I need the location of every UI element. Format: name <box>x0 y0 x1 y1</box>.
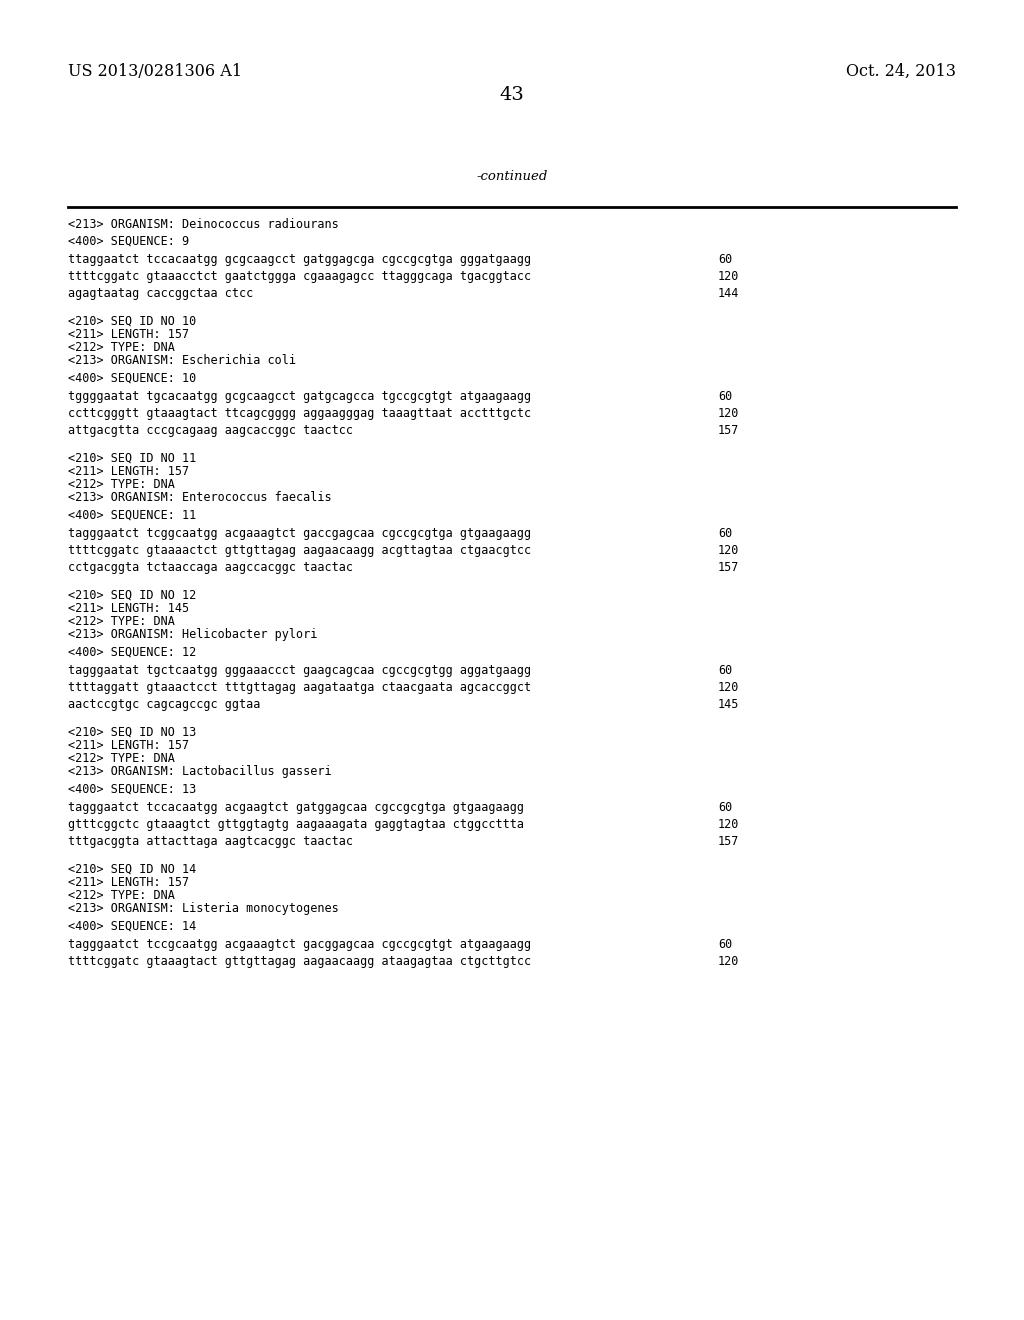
Text: <210> SEQ ID NO 12: <210> SEQ ID NO 12 <box>68 589 197 602</box>
Text: agagtaatag caccggctaa ctcc: agagtaatag caccggctaa ctcc <box>68 286 253 300</box>
Text: <211> LENGTH: 157: <211> LENGTH: 157 <box>68 327 189 341</box>
Text: 120: 120 <box>718 681 739 694</box>
Text: ccttcgggtt gtaaagtact ttcagcgggg aggaagggag taaagttaat acctttgctc: ccttcgggtt gtaaagtact ttcagcgggg aggaagg… <box>68 407 531 420</box>
Text: 157: 157 <box>718 424 739 437</box>
Text: <212> TYPE: DNA: <212> TYPE: DNA <box>68 888 175 902</box>
Text: 120: 120 <box>718 271 739 282</box>
Text: gtttcggctc gtaaagtct gttggtagtg aagaaagata gaggtagtaa ctggccttta: gtttcggctc gtaaagtct gttggtagtg aagaaaga… <box>68 818 524 832</box>
Text: tagggaatct tccgcaatgg acgaaagtct gacggagcaa cgccgcgtgt atgaagaagg: tagggaatct tccgcaatgg acgaaagtct gacggag… <box>68 939 531 950</box>
Text: <212> TYPE: DNA: <212> TYPE: DNA <box>68 752 175 766</box>
Text: <212> TYPE: DNA: <212> TYPE: DNA <box>68 478 175 491</box>
Text: <210> SEQ ID NO 13: <210> SEQ ID NO 13 <box>68 726 197 739</box>
Text: <400> SEQUENCE: 11: <400> SEQUENCE: 11 <box>68 510 197 521</box>
Text: ttttcggatc gtaaaactct gttgttagag aagaacaagg acgttagtaa ctgaacgtcc: ttttcggatc gtaaaactct gttgttagag aagaaca… <box>68 544 531 557</box>
Text: <213> ORGANISM: Enterococcus faecalis: <213> ORGANISM: Enterococcus faecalis <box>68 491 332 504</box>
Text: <213> ORGANISM: Escherichia coli: <213> ORGANISM: Escherichia coli <box>68 354 296 367</box>
Text: ttttcggatc gtaaagtact gttgttagag aagaacaagg ataagagtaa ctgcttgtcc: ttttcggatc gtaaagtact gttgttagag aagaaca… <box>68 954 531 968</box>
Text: <211> LENGTH: 157: <211> LENGTH: 157 <box>68 739 189 752</box>
Text: <212> TYPE: DNA: <212> TYPE: DNA <box>68 615 175 628</box>
Text: <400> SEQUENCE: 13: <400> SEQUENCE: 13 <box>68 783 197 796</box>
Text: <400> SEQUENCE: 12: <400> SEQUENCE: 12 <box>68 645 197 659</box>
Text: 60: 60 <box>718 253 732 267</box>
Text: 120: 120 <box>718 407 739 420</box>
Text: -continued: -continued <box>476 170 548 183</box>
Text: tagggaatct tcggcaatgg acgaaagtct gaccgagcaa cgccgcgtga gtgaagaagg: tagggaatct tcggcaatgg acgaaagtct gaccgag… <box>68 527 531 540</box>
Text: <210> SEQ ID NO 14: <210> SEQ ID NO 14 <box>68 863 197 876</box>
Text: 60: 60 <box>718 664 732 677</box>
Text: <211> LENGTH: 157: <211> LENGTH: 157 <box>68 465 189 478</box>
Text: 60: 60 <box>718 939 732 950</box>
Text: tggggaatat tgcacaatgg gcgcaagcct gatgcagcca tgccgcgtgt atgaagaagg: tggggaatat tgcacaatgg gcgcaagcct gatgcag… <box>68 389 531 403</box>
Text: US 2013/0281306 A1: US 2013/0281306 A1 <box>68 63 242 81</box>
Text: 60: 60 <box>718 801 732 814</box>
Text: <210> SEQ ID NO 11: <210> SEQ ID NO 11 <box>68 451 197 465</box>
Text: 145: 145 <box>718 698 739 711</box>
Text: attgacgtta cccgcagaag aagcaccggc taactcc: attgacgtta cccgcagaag aagcaccggc taactcc <box>68 424 353 437</box>
Text: tagggaatct tccacaatgg acgaagtct gatggagcaa cgccgcgtga gtgaagaagg: tagggaatct tccacaatgg acgaagtct gatggagc… <box>68 801 524 814</box>
Text: 157: 157 <box>718 561 739 574</box>
Text: <213> ORGANISM: Lactobacillus gasseri: <213> ORGANISM: Lactobacillus gasseri <box>68 766 332 777</box>
Text: 60: 60 <box>718 389 732 403</box>
Text: ttaggaatct tccacaatgg gcgcaagcct gatggagcga cgccgcgtga gggatgaagg: ttaggaatct tccacaatgg gcgcaagcct gatggag… <box>68 253 531 267</box>
Text: Oct. 24, 2013: Oct. 24, 2013 <box>846 63 956 81</box>
Text: <400> SEQUENCE: 14: <400> SEQUENCE: 14 <box>68 920 197 933</box>
Text: <210> SEQ ID NO 10: <210> SEQ ID NO 10 <box>68 315 197 327</box>
Text: <213> ORGANISM: Listeria monocytogenes: <213> ORGANISM: Listeria monocytogenes <box>68 902 339 915</box>
Text: 120: 120 <box>718 544 739 557</box>
Text: ttttaggatt gtaaactcct tttgttagag aagataatga ctaacgaata agcaccggct: ttttaggatt gtaaactcct tttgttagag aagataa… <box>68 681 531 694</box>
Text: 120: 120 <box>718 954 739 968</box>
Text: cctgacggta tctaaccaga aagccacggc taactac: cctgacggta tctaaccaga aagccacggc taactac <box>68 561 353 574</box>
Text: <211> LENGTH: 157: <211> LENGTH: 157 <box>68 876 189 888</box>
Text: <211> LENGTH: 145: <211> LENGTH: 145 <box>68 602 189 615</box>
Text: <213> ORGANISM: Deinococcus radiourans: <213> ORGANISM: Deinococcus radiourans <box>68 218 339 231</box>
Text: 157: 157 <box>718 836 739 847</box>
Text: aactccgtgc cagcagccgc ggtaa: aactccgtgc cagcagccgc ggtaa <box>68 698 260 711</box>
Text: <212> TYPE: DNA: <212> TYPE: DNA <box>68 341 175 354</box>
Text: <400> SEQUENCE: 10: <400> SEQUENCE: 10 <box>68 372 197 385</box>
Text: 120: 120 <box>718 818 739 832</box>
Text: <213> ORGANISM: Helicobacter pylori: <213> ORGANISM: Helicobacter pylori <box>68 628 317 642</box>
Text: tagggaatat tgctcaatgg gggaaaccct gaagcagcaa cgccgcgtgg aggatgaagg: tagggaatat tgctcaatgg gggaaaccct gaagcag… <box>68 664 531 677</box>
Text: 144: 144 <box>718 286 739 300</box>
Text: 43: 43 <box>500 86 524 104</box>
Text: <400> SEQUENCE: 9: <400> SEQUENCE: 9 <box>68 235 189 248</box>
Text: tttgacggta attacttaga aagtcacggc taactac: tttgacggta attacttaga aagtcacggc taactac <box>68 836 353 847</box>
Text: 60: 60 <box>718 527 732 540</box>
Text: ttttcggatc gtaaacctct gaatctggga cgaaagagcc ttagggcaga tgacggtacc: ttttcggatc gtaaacctct gaatctggga cgaaaga… <box>68 271 531 282</box>
